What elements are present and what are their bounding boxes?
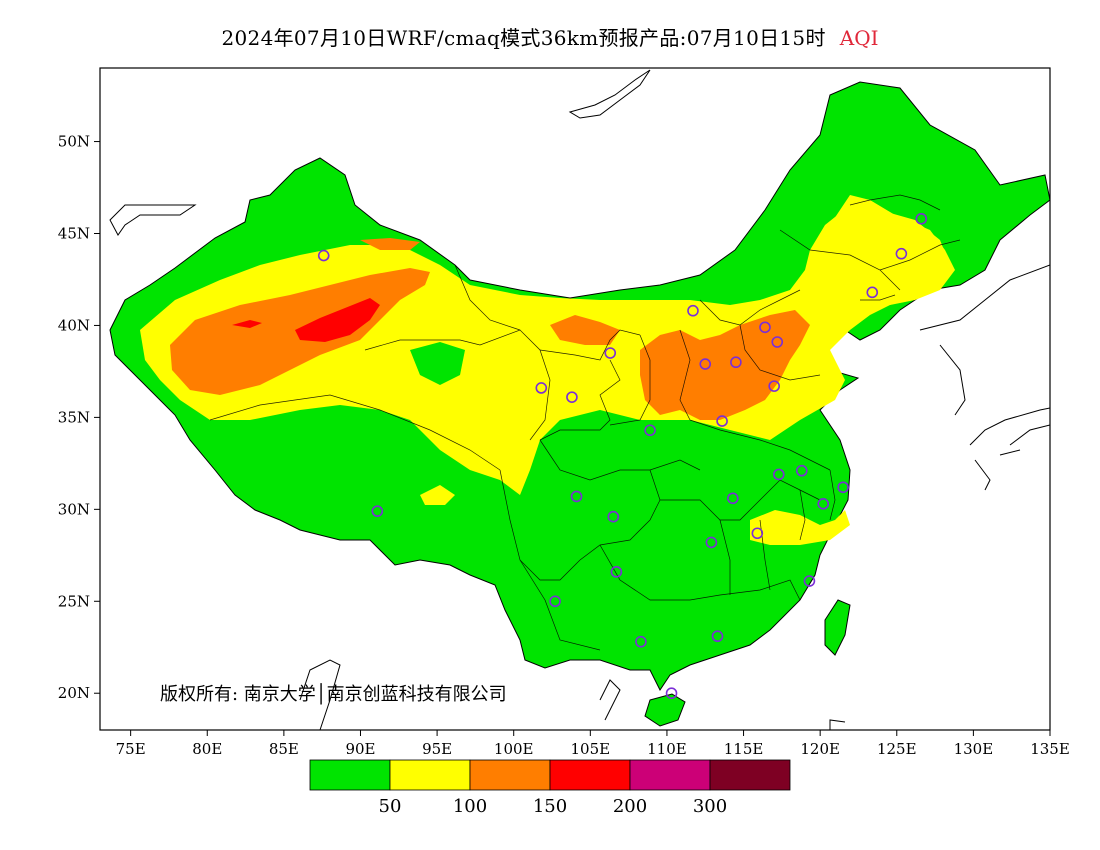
station-marker xyxy=(644,424,656,437)
x-tick-label: 125E xyxy=(877,740,917,758)
y-tick-label: 40N xyxy=(58,316,90,334)
legend-swatch xyxy=(549,759,631,791)
x-tick-label: 85E xyxy=(269,740,299,758)
y-tick-label: 50N xyxy=(58,133,90,151)
taiwan-land xyxy=(824,599,851,656)
province-boundaries xyxy=(209,194,961,651)
legend-swatch xyxy=(309,759,391,791)
station-marker xyxy=(711,630,724,643)
station-marker xyxy=(727,492,739,505)
x-tick-label: 110E xyxy=(647,740,687,758)
station-marker xyxy=(549,595,561,608)
title-main: 2024年07月10日WRF/cmaq模式36km预报产品:07月10日15时 xyxy=(221,26,826,50)
station-marker xyxy=(759,321,771,334)
legend-label: 50 xyxy=(379,796,402,817)
aqi-yellow-north xyxy=(140,205,950,495)
aqi-red-tarim xyxy=(295,298,380,342)
aqi-green-qaidam xyxy=(410,342,465,385)
station-marker xyxy=(610,566,623,578)
x-tick-label: 105E xyxy=(571,740,611,758)
station-marker xyxy=(699,358,712,370)
x-tick-label: 120E xyxy=(800,740,840,758)
legend-swatch xyxy=(709,759,791,791)
aqi-legend: 50 100 150 200 300 xyxy=(309,759,791,817)
x-tick-label: 100E xyxy=(494,740,534,758)
station-marker xyxy=(570,490,583,503)
legend-swatch xyxy=(469,759,551,791)
station-marker xyxy=(687,304,699,317)
station-marker xyxy=(705,536,718,549)
y-tick-label: 20N xyxy=(58,684,90,702)
x-tick-label: 75E xyxy=(116,740,146,758)
legend-label: 150 xyxy=(533,796,567,817)
map-title: 2024年07月10日WRF/cmaq模式36km预报产品:07月10日15时 A… xyxy=(0,22,1100,51)
station-markers xyxy=(317,212,928,700)
y-tick-label: 45N xyxy=(58,225,90,243)
station-marker xyxy=(768,380,780,392)
legend-swatch xyxy=(389,759,471,791)
aqi-yellow-northeast xyxy=(820,195,955,305)
x-tick-label: 130E xyxy=(954,740,994,758)
aqi-orange-ordos xyxy=(550,315,620,345)
station-marker xyxy=(371,505,384,517)
station-marker xyxy=(866,286,879,299)
station-marker xyxy=(837,481,849,494)
station-marker xyxy=(895,247,908,260)
plot-frame xyxy=(99,67,1051,731)
station-marker xyxy=(607,510,620,523)
y-tick-label: 35N xyxy=(58,408,90,426)
x-tick-label: 115E xyxy=(724,740,764,758)
x-tick-label: 95E xyxy=(422,740,452,758)
legend-swatch xyxy=(629,759,711,791)
legend-label: 100 xyxy=(453,796,487,817)
hainan-land xyxy=(644,693,686,727)
legend-label: 300 xyxy=(693,796,727,817)
station-marker xyxy=(730,356,742,369)
map-fields xyxy=(109,81,1050,727)
aqi-red-tarim-west xyxy=(232,320,262,328)
station-marker xyxy=(535,382,548,394)
x-axis: 75E 80E 85E 90E 95E 100E 105E 110E 115E 120E 125E 1… xyxy=(116,730,1070,758)
station-marker xyxy=(751,527,764,540)
y-axis: 50N 45N 40N 35N 30N 25N 20N xyxy=(58,133,100,702)
aqi-yellow-east xyxy=(750,510,850,545)
aqi-yellow-tibet xyxy=(420,485,455,505)
station-marker xyxy=(716,415,728,427)
y-tick-label: 25N xyxy=(58,592,90,610)
station-marker xyxy=(771,336,784,348)
x-tick-label: 80E xyxy=(192,740,222,758)
station-marker xyxy=(803,575,816,587)
station-marker xyxy=(817,498,830,510)
station-marker xyxy=(635,635,647,648)
y-tick-label: 30N xyxy=(58,500,90,518)
station-marker xyxy=(317,249,330,262)
aqi-orange-west xyxy=(360,238,420,250)
neighbor-coastlines xyxy=(109,69,1050,730)
copyright-text: 版权所有: 南京大学│南京创蓝科技有限公司 xyxy=(160,684,507,705)
x-tick-label: 135E xyxy=(1030,740,1070,758)
legend-label: 200 xyxy=(613,796,647,817)
x-tick-label: 90E xyxy=(345,740,375,758)
station-marker xyxy=(915,212,928,225)
station-marker xyxy=(772,468,785,481)
station-marker xyxy=(566,391,578,403)
station-marker xyxy=(604,347,617,359)
station-marker xyxy=(795,464,808,477)
station-marker xyxy=(665,687,678,700)
title-variable: AQI xyxy=(839,26,879,50)
